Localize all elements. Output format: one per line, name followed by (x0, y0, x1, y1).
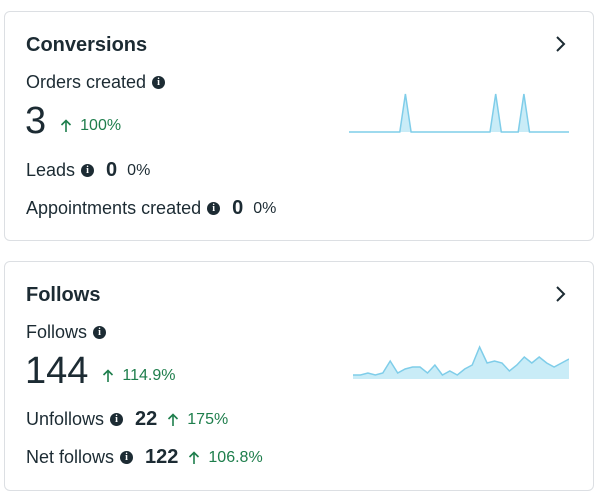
chevron-right-icon[interactable] (553, 34, 569, 54)
info-icon[interactable]: i (81, 164, 95, 177)
unfollows-change-text: 175% (187, 410, 229, 428)
net-follows-label: Net follows (26, 447, 115, 467)
leads-change: 0% (127, 161, 151, 179)
orders-created-change-text: 100% (80, 117, 122, 134)
net-follows-change-text: 106.8% (208, 448, 263, 466)
orders-sparkline-line (349, 93, 569, 133)
conversions-title: Conversions (26, 34, 148, 56)
leads-row: Leads i 0 0% (26, 159, 150, 182)
appointments-label: Appointments created (26, 198, 202, 218)
follows-change-text: 114.9% (122, 367, 176, 384)
appointments-row: Appointments created i 0 0% (26, 197, 276, 220)
net-follows-value: 122 (145, 446, 179, 468)
follows-sparkline (353, 345, 569, 379)
follows-label-text: Follows (26, 322, 88, 342)
info-icon[interactable]: i (207, 202, 221, 215)
unfollows-value: 22 (135, 408, 158, 430)
follows-value: 144 (25, 350, 89, 392)
orders-sparkline-area (349, 94, 569, 132)
info-icon[interactable]: i (152, 76, 166, 89)
orders-created-label: Orders created i (26, 72, 166, 93)
unfollows-label: Unfollows (26, 409, 105, 429)
follows-label: Follows i (26, 322, 107, 343)
info-icon[interactable]: i (93, 326, 107, 339)
arrow-up-icon (189, 450, 200, 464)
follows-sparkline-line (353, 345, 569, 376)
leads-label: Leads (26, 160, 76, 180)
net-follows-change: 106.8% (188, 448, 263, 467)
arrow-up-icon (168, 412, 179, 426)
arrow-up-icon (61, 119, 72, 132)
appointments-value: 0 (232, 197, 244, 219)
appointments-change: 0% (253, 199, 277, 217)
unfollows-row: Unfollows i 22 175% (26, 408, 228, 431)
follows-metric: 144 114.9% (25, 350, 175, 393)
leads-value: 0 (106, 159, 118, 181)
follows-title: Follows (26, 284, 101, 306)
orders-sparkline (349, 93, 569, 133)
orders-created-value: 3 (25, 100, 47, 142)
net-follows-row: Net follows i 122 106.8% (26, 446, 263, 469)
follows-change: 114.9% (102, 367, 175, 385)
unfollows-change: 175% (167, 411, 228, 429)
conversions-card: Conversions Orders created i 3 100% Lead… (4, 11, 594, 241)
orders-created-metric: 3 100% (25, 100, 121, 143)
orders-created-text: Orders created (26, 72, 147, 92)
info-icon[interactable]: i (120, 451, 134, 464)
arrow-up-icon (103, 369, 114, 382)
follows-sparkline-area (353, 347, 569, 379)
chevron-right-icon[interactable] (553, 284, 569, 304)
follows-card: Follows Follows i 144 114.9% Unfollows i… (4, 261, 594, 491)
orders-created-change: 100% (60, 117, 121, 135)
info-icon[interactable]: i (110, 413, 124, 426)
